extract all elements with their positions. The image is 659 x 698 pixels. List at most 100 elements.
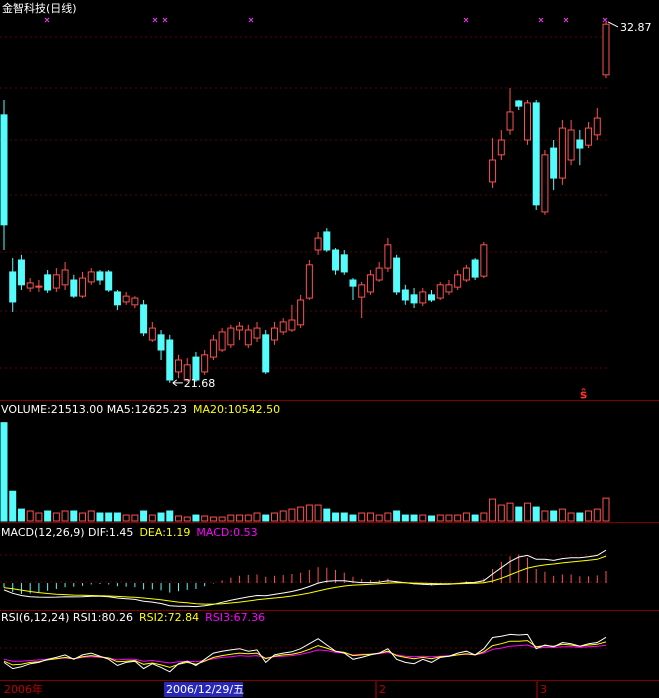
candle-body [279, 321, 287, 333]
volume-bar [44, 510, 52, 522]
candle-body [323, 231, 331, 251]
volume-bar [515, 506, 523, 522]
candle-body [366, 274, 374, 293]
candle-body [96, 271, 104, 281]
volume-bar [0, 422, 8, 522]
volume-bar [576, 512, 584, 522]
volume-bar [497, 504, 505, 522]
candle-body [332, 249, 340, 271]
volume-bar [183, 516, 191, 522]
low-label: 21.68 [184, 377, 216, 390]
candle-body [44, 274, 52, 291]
volume-bar [113, 512, 121, 522]
candle-body [288, 319, 296, 331]
chart-title: 金智科技(日线) [2, 1, 77, 15]
candle-body [445, 284, 453, 293]
candle-body [209, 339, 217, 358]
volume-bar [358, 512, 366, 522]
candle-body [131, 297, 139, 306]
indicator-legend: RSI(6,12,24) RSI1:80.26 [1, 611, 133, 624]
volume-bar [340, 512, 348, 522]
volume-bar [436, 514, 444, 522]
candle-body [262, 334, 270, 373]
volume-bar [105, 512, 113, 522]
volume-bar [393, 510, 401, 522]
indicator-legend: MA20:10542.50 [193, 403, 280, 416]
candle-body [113, 291, 121, 306]
volume-bar [585, 510, 593, 522]
volume-bar [236, 514, 244, 522]
candle-body [349, 279, 357, 287]
candle-body [506, 111, 514, 131]
candle-body [9, 271, 17, 303]
candle-body [567, 129, 575, 161]
candle-body [297, 299, 305, 326]
volume-bar [52, 512, 60, 522]
volume-bar [9, 490, 17, 522]
candle-body [489, 159, 497, 183]
candle-body [532, 102, 540, 206]
candle-body [79, 277, 87, 297]
volume-bar [270, 512, 278, 522]
candle-body [192, 356, 200, 381]
candle-body [87, 271, 95, 283]
candle-body [305, 264, 313, 299]
volume-bar [375, 514, 383, 522]
volume-bar [262, 514, 270, 522]
candle-body [52, 274, 60, 289]
volume-bar [17, 508, 25, 522]
rsi1-line [3, 633, 607, 673]
volume-bar [35, 512, 43, 522]
candle-body [270, 327, 278, 341]
volume-bar [558, 508, 566, 522]
candle-body [593, 117, 601, 136]
indicator-legend: MACD(12,26,9) DIF:1.45 [1, 526, 133, 539]
candle-body [183, 364, 191, 381]
volume-bar [332, 512, 340, 522]
volume-bar [384, 512, 392, 522]
volume-bar [366, 512, 374, 522]
candle-body [462, 267, 470, 281]
volume-bar [550, 510, 558, 522]
date-highlight [164, 682, 243, 697]
sell-signal-icon: ŝ [580, 388, 587, 402]
candle-body [140, 304, 148, 334]
candle-body [148, 327, 156, 341]
volume-bar [70, 510, 78, 522]
volume-bar [323, 508, 331, 522]
low-arrow [172, 379, 183, 387]
candle-body [253, 327, 261, 339]
candle-body [105, 271, 113, 291]
indicator-legend: RSI3:67.36 [205, 611, 265, 624]
candle-body [410, 294, 418, 304]
volume-bar [166, 510, 174, 522]
candle-body [201, 354, 209, 373]
volume-bar [279, 510, 287, 522]
high-pointer [607, 21, 619, 28]
candle-body [428, 294, 436, 301]
candle-body [70, 279, 78, 297]
volume-bar [96, 512, 104, 522]
dea-line [3, 555, 607, 605]
volume-bar [79, 512, 87, 522]
volume-bar [567, 512, 575, 522]
x-axis-label: 3 [540, 683, 547, 696]
volume-bar [506, 502, 514, 522]
indicator-legend: MACD:0.53 [196, 526, 257, 539]
volume-bar [480, 512, 488, 522]
candle-body [358, 284, 366, 298]
x-axis-label: 2 [379, 683, 386, 696]
volume-bar [61, 510, 69, 522]
candle-body [166, 339, 174, 381]
volume-bar [349, 514, 357, 522]
candle-body [401, 289, 409, 301]
x-axis-label: 2006年 [4, 682, 43, 696]
candle-body [236, 325, 244, 331]
candle-body [314, 237, 322, 251]
volume-bar [541, 510, 549, 522]
volume-bar [419, 514, 427, 522]
candle-body [340, 254, 348, 273]
volume-bar [532, 506, 540, 522]
